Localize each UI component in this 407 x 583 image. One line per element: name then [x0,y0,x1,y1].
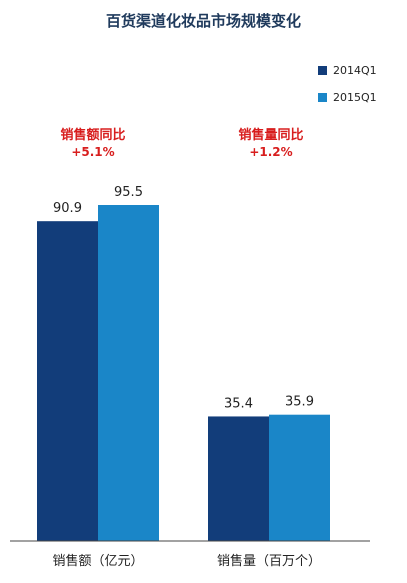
legend-swatch-2014q1 [318,65,327,75]
data-label-2015Q1-1: 35.9 [285,395,314,410]
data-label-2015Q1-0: 95.5 [114,185,143,200]
legend-label-2014q1: 2014Q1 [333,63,377,77]
data-label-2014Q1-1: 35.4 [224,396,253,411]
annotation-sales-volume-value: +1.2% [249,145,293,159]
data-label-2014Q1-0: 90.9 [53,201,82,216]
annotation-sales-volume-label: 销售量同比 [238,128,304,143]
x-tick-label-1: 销售量（百万个） [217,553,321,569]
bar-2015Q1-0 [98,205,159,541]
legend-item-2014q1: 2014Q1 [318,62,377,78]
bar-2015Q1-1 [269,414,330,541]
legend-label-2015q1: 2015Q1 [333,90,377,104]
annotation-sales-volume: 销售量同比 +1.2% [196,124,346,159]
annotation-sales-amount: 销售额同比 +5.1% [18,124,168,159]
bar-2014Q1-0 [37,221,98,541]
legend-swatch-2015q1 [318,92,327,102]
legend: 2014Q1 2015Q1 [318,62,377,116]
annotation-sales-amount-value: +5.1% [71,145,115,159]
x-tick-label-0: 销售额（亿元） [52,553,143,569]
legend-item-2015q1: 2015Q1 [318,89,377,105]
annotation-sales-amount-label: 销售额同比 [60,128,126,143]
bar-2014Q1-1 [208,416,269,541]
chart-title: 百货渠道化妆品市场规模变化 [105,12,301,30]
